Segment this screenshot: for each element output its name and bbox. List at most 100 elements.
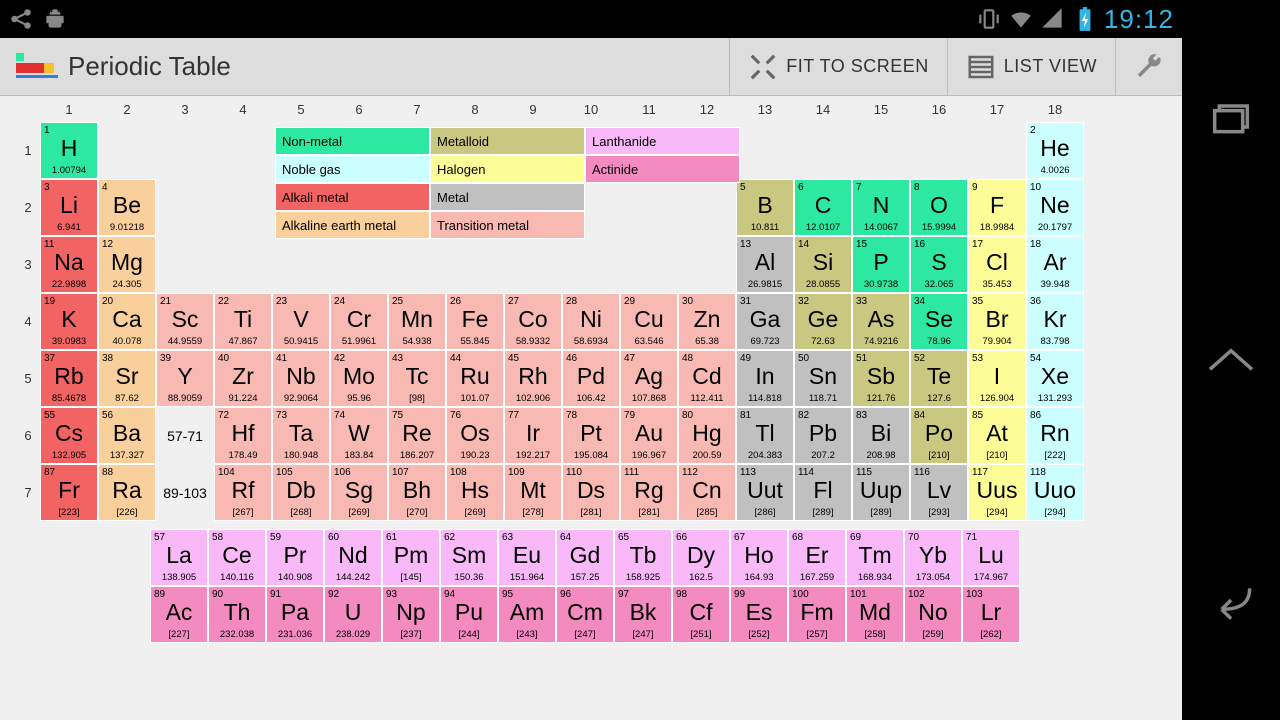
element-Ca[interactable]: 20Ca40.078 (98, 293, 156, 350)
element-Re[interactable]: 75Re186.207 (388, 407, 446, 464)
element-Pa[interactable]: 91Pa231.036 (266, 586, 324, 643)
element-Tl[interactable]: 81Tl204.383 (736, 407, 794, 464)
element-Lu[interactable]: 71Lu174.967 (962, 529, 1020, 586)
element-Ra[interactable]: 88Ra[226] (98, 464, 156, 521)
element-Ta[interactable]: 73Ta180.948 (272, 407, 330, 464)
legend-lanthanide[interactable]: Lanthanide (585, 127, 740, 155)
element-Ba[interactable]: 56Ba137.327 (98, 407, 156, 464)
element-Lr[interactable]: 103Lr[262] (962, 586, 1020, 643)
list-view-button[interactable]: LIST VIEW (947, 38, 1115, 96)
element-Zn[interactable]: 30Zn65.38 (678, 293, 736, 350)
element-Bk[interactable]: 97Bk[247] (614, 586, 672, 643)
element-Pu[interactable]: 94Pu[244] (440, 586, 498, 643)
element-P[interactable]: 15P30.9738 (852, 236, 910, 293)
element-F[interactable]: 9F18.9984 (968, 179, 1026, 236)
element-Tb[interactable]: 65Tb158.925 (614, 529, 672, 586)
element-Uuo[interactable]: 118Uuo[294] (1026, 464, 1084, 521)
element-Sm[interactable]: 62Sm150.36 (440, 529, 498, 586)
element-Li[interactable]: 3Li6.941 (40, 179, 98, 236)
element-Ti[interactable]: 22Ti47.867 (214, 293, 272, 350)
element-Br[interactable]: 35Br79.904 (968, 293, 1026, 350)
element-As[interactable]: 33As74.9216 (852, 293, 910, 350)
element-Ho[interactable]: 67Ho164.93 (730, 529, 788, 586)
home-button[interactable] (1202, 339, 1260, 381)
element-Rf[interactable]: 104Rf[267] (214, 464, 272, 521)
element-Xe[interactable]: 54Xe131.293 (1026, 350, 1084, 407)
element-Nd[interactable]: 60Nd144.242 (324, 529, 382, 586)
element-Ne[interactable]: 10Ne20.1797 (1026, 179, 1084, 236)
legend-noble[interactable]: Noble gas (275, 155, 430, 183)
element-Cf[interactable]: 98Cf[251] (672, 586, 730, 643)
element-Mn[interactable]: 25Mn54.938 (388, 293, 446, 350)
element-Uup[interactable]: 115Uup[289] (852, 464, 910, 521)
legend-alkaline[interactable]: Alkaline earth metal (275, 211, 430, 239)
element-Rg[interactable]: 111Rg[281] (620, 464, 678, 521)
element-Cm[interactable]: 96Cm[247] (556, 586, 614, 643)
element-Na[interactable]: 11Na22.9898 (40, 236, 98, 293)
element-Fe[interactable]: 26Fe55.845 (446, 293, 504, 350)
element-Ar[interactable]: 18Ar39.948 (1026, 236, 1084, 293)
element-C[interactable]: 6C12.0107 (794, 179, 852, 236)
element-Cu[interactable]: 29Cu63.546 (620, 293, 678, 350)
element-Be[interactable]: 4Be9.01218 (98, 179, 156, 236)
element-Os[interactable]: 76Os190.23 (446, 407, 504, 464)
element-Ni[interactable]: 28Ni58.6934 (562, 293, 620, 350)
element-Rh[interactable]: 45Rh102.906 (504, 350, 562, 407)
legend-halogen[interactable]: Halogen (430, 155, 585, 183)
legend-alkali[interactable]: Alkali metal (275, 183, 430, 211)
element-Fm[interactable]: 100Fm[257] (788, 586, 846, 643)
back-button[interactable] (1202, 579, 1260, 621)
element-Co[interactable]: 27Co58.9332 (504, 293, 562, 350)
element-Cs[interactable]: 55Cs132.905 (40, 407, 98, 464)
element-H[interactable]: 1H1.00794 (40, 122, 98, 179)
legend-nonmetal[interactable]: Non-metal (275, 127, 430, 155)
element-N[interactable]: 7N14.0067 (852, 179, 910, 236)
element-Sb[interactable]: 51Sb121.76 (852, 350, 910, 407)
element-Sn[interactable]: 50Sn118.71 (794, 350, 852, 407)
element-Md[interactable]: 101Md[258] (846, 586, 904, 643)
element-Fl[interactable]: 114Fl[289] (794, 464, 852, 521)
element-Si[interactable]: 14Si28.0855 (794, 236, 852, 293)
element-Ga[interactable]: 31Ga69.723 (736, 293, 794, 350)
element-Mg[interactable]: 12Mg24.305 (98, 236, 156, 293)
element-Cl[interactable]: 17Cl35.453 (968, 236, 1026, 293)
legend-actinide[interactable]: Actinide (585, 155, 740, 183)
element-La[interactable]: 57La138.905 (150, 529, 208, 586)
legend-transition[interactable]: Transition metal (430, 211, 585, 239)
element-He[interactable]: 2He4.0026 (1026, 122, 1084, 179)
element-Fr[interactable]: 87Fr[223] (40, 464, 98, 521)
element-Am[interactable]: 95Am[243] (498, 586, 556, 643)
element-K[interactable]: 19K39.0983 (40, 293, 98, 350)
element-Nb[interactable]: 41Nb92.9064 (272, 350, 330, 407)
element-Rb[interactable]: 37Rb85.4678 (40, 350, 98, 407)
element-Hg[interactable]: 80Hg200.59 (678, 407, 736, 464)
element-Ge[interactable]: 32Ge72.63 (794, 293, 852, 350)
placeholder-la[interactable]: 57-71 (156, 407, 214, 464)
element-Ag[interactable]: 47Ag107.868 (620, 350, 678, 407)
element-Tm[interactable]: 69Tm168.934 (846, 529, 904, 586)
element-Db[interactable]: 105Db[268] (272, 464, 330, 521)
element-Pd[interactable]: 46Pd106.42 (562, 350, 620, 407)
element-Ce[interactable]: 58Ce140.116 (208, 529, 266, 586)
element-Yb[interactable]: 70Yb173.054 (904, 529, 962, 586)
element-Cd[interactable]: 48Cd112.411 (678, 350, 736, 407)
element-Pt[interactable]: 78Pt195.084 (562, 407, 620, 464)
element-I[interactable]: 53I126.904 (968, 350, 1026, 407)
element-Ac[interactable]: 89Ac[227] (150, 586, 208, 643)
element-Cr[interactable]: 24Cr51.9961 (330, 293, 388, 350)
element-Mt[interactable]: 109Mt[278] (504, 464, 562, 521)
element-At[interactable]: 85At[210] (968, 407, 1026, 464)
element-Pr[interactable]: 59Pr140.908 (266, 529, 324, 586)
element-Rn[interactable]: 86Rn[222] (1026, 407, 1084, 464)
element-B[interactable]: 5B10.811 (736, 179, 794, 236)
element-V[interactable]: 23V50.9415 (272, 293, 330, 350)
element-Sg[interactable]: 106Sg[269] (330, 464, 388, 521)
element-O[interactable]: 8O15.9994 (910, 179, 968, 236)
legend-metalloid[interactable]: Metalloid (430, 127, 585, 155)
element-Uut[interactable]: 113Uut[286] (736, 464, 794, 521)
element-Er[interactable]: 68Er167.259 (788, 529, 846, 586)
element-Se[interactable]: 34Se78.96 (910, 293, 968, 350)
element-Kr[interactable]: 36Kr83.798 (1026, 293, 1084, 350)
element-No[interactable]: 102No[259] (904, 586, 962, 643)
element-Po[interactable]: 84Po[210] (910, 407, 968, 464)
